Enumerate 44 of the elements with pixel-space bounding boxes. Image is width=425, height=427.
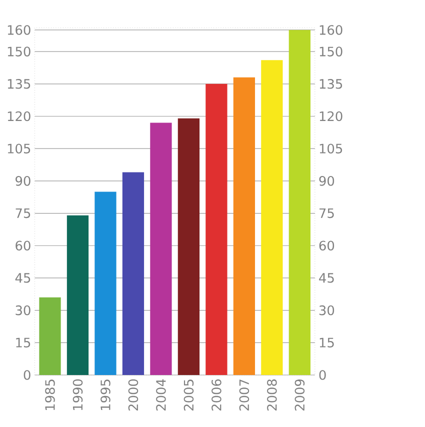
bar <box>206 84 228 375</box>
x-tick-label: 2000 <box>128 379 138 411</box>
y2-tick-label: 135 <box>320 79 342 89</box>
x-tick-label: 2007 <box>239 380 250 411</box>
y2-tick-label: 0 <box>319 370 326 380</box>
y-tick-label: 90 <box>16 176 30 186</box>
x-tick-label: 2004 <box>156 379 166 411</box>
bar <box>150 122 172 375</box>
y-tick-label: 75 <box>16 208 30 218</box>
bar <box>94 192 116 375</box>
bar <box>233 77 256 375</box>
y2-tick-label: 120 <box>320 111 342 122</box>
y-tick-label: 160 <box>8 25 30 35</box>
x-tick-label: 2006 <box>212 379 222 411</box>
y2-tick-label: 160 <box>320 25 342 35</box>
y2-tick-label: 30 <box>319 305 334 316</box>
y-tick-label: 135 <box>8 79 30 89</box>
y2-tick-label: 90 <box>319 176 334 186</box>
y-tick-label: 15 <box>16 338 30 348</box>
x-tick-label: 2009 <box>294 379 305 411</box>
x-tick-label: 2008 <box>267 379 277 411</box>
bar <box>66 215 89 375</box>
y2-tick-label: 60 <box>319 240 334 251</box>
y-tick-label: 60 <box>16 240 30 251</box>
y-tick-label: 105 <box>8 144 30 154</box>
y-tick-label: 150 <box>8 46 30 56</box>
x-tick-label: 1985 <box>45 380 55 410</box>
bar <box>39 297 61 375</box>
y2-tick-label: 150 <box>320 46 342 56</box>
y2-tick-label: 45 <box>319 273 334 283</box>
y-tick-label: 45 <box>15 273 30 283</box>
bar <box>288 30 310 375</box>
y2-tick-label: 15 <box>320 338 334 348</box>
y2-tick-label: 105 <box>320 144 342 154</box>
bar <box>178 118 200 375</box>
bar <box>261 60 283 375</box>
bar <box>122 172 144 375</box>
y-tick-label: 0 <box>24 370 30 380</box>
x-tick-label: 2005 <box>184 380 194 411</box>
x-tick-label: 1990 <box>72 379 83 410</box>
y2-tick-label: 75 <box>320 208 334 218</box>
y-tick-label: 120 <box>8 111 30 122</box>
y-tick-label: 30 <box>16 305 30 316</box>
x-tick-label: 1995 <box>100 380 110 410</box>
